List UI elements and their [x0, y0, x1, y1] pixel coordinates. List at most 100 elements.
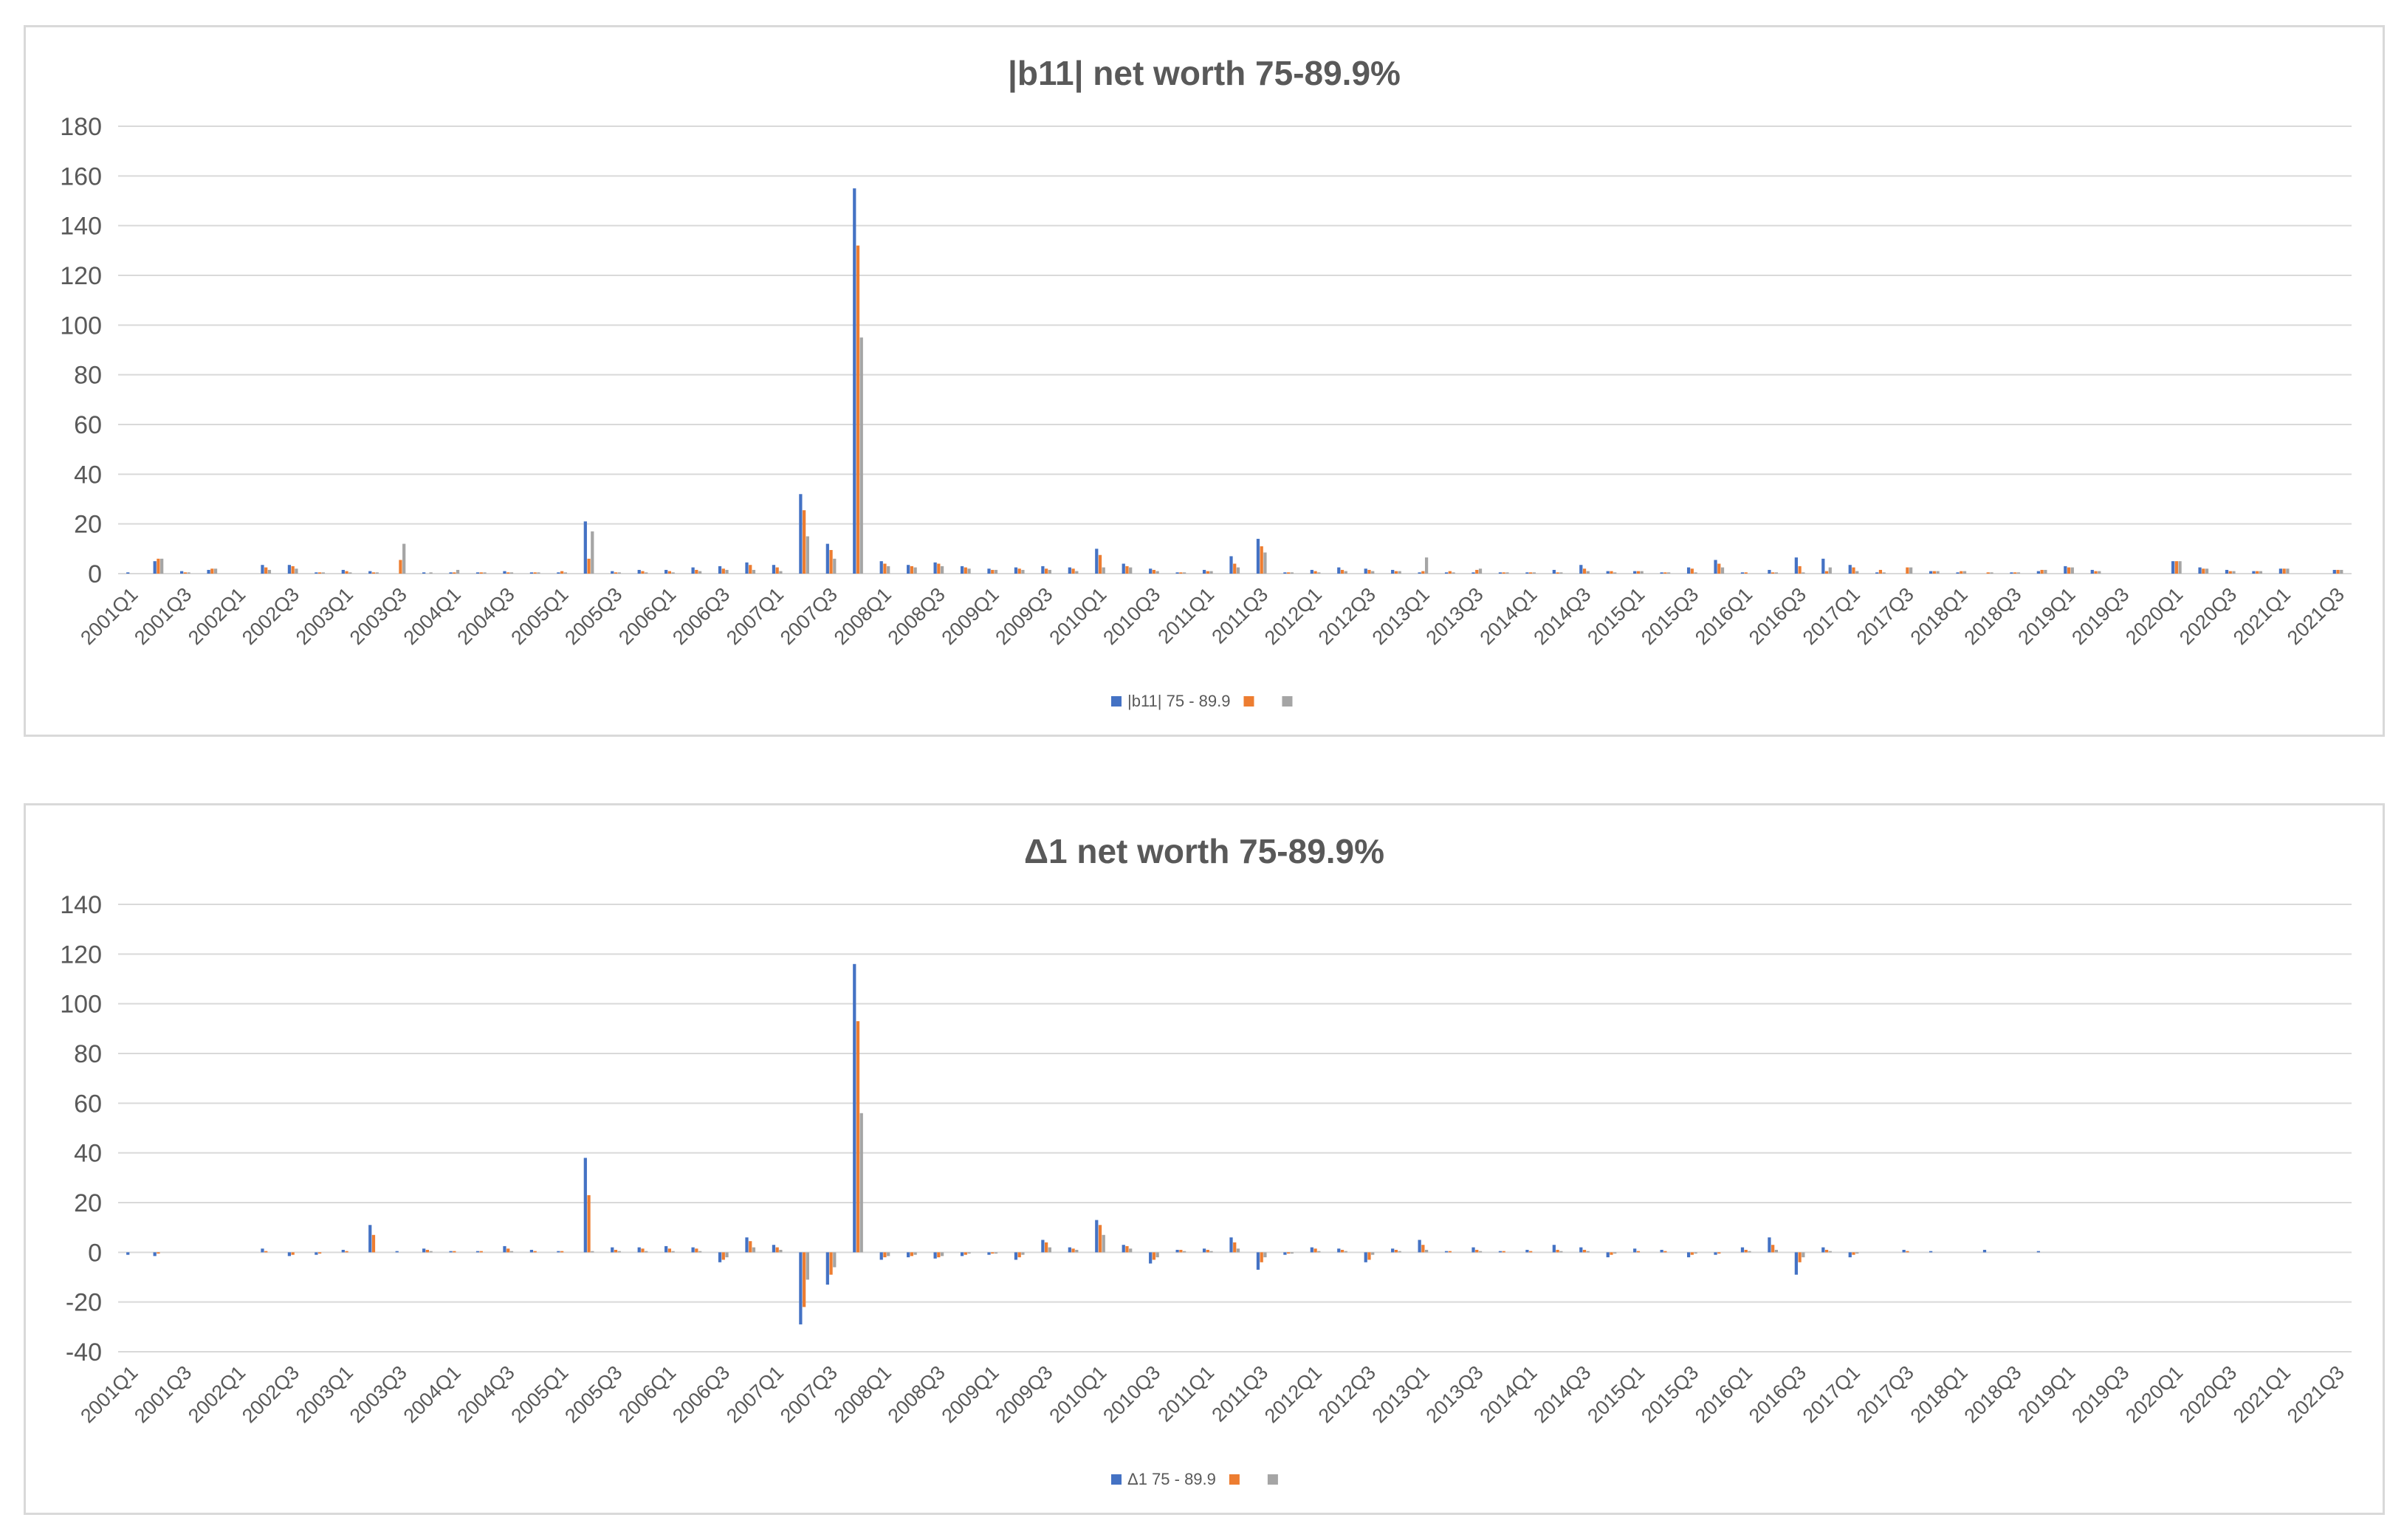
chart-b11-ytick-label: 40 — [74, 461, 102, 489]
chart-b11-bar-s2 — [829, 550, 833, 574]
chart-b11-bar-s2 — [775, 567, 779, 574]
chart-delta1-bar-s1 — [907, 1252, 910, 1258]
chart-b11-bar-s2 — [802, 510, 806, 574]
chart-delta1-bar-s3 — [725, 1252, 729, 1258]
chart-b11-bar-s2 — [1313, 571, 1317, 574]
chart-b11-bar-s3 — [1640, 571, 1644, 574]
chart-delta1-bar-s3 — [698, 1251, 702, 1253]
chart-b11-legend-swatch — [1111, 696, 1122, 707]
chart-delta1-xtick-label: 2012Q3 — [1314, 1361, 1380, 1427]
chart-delta1-bar-s2 — [1179, 1249, 1183, 1253]
chart-delta1-xtick-label: 2006Q1 — [614, 1361, 680, 1427]
chart-b11-bar-s3 — [402, 543, 406, 574]
chart-delta1-bar-s2 — [317, 1252, 322, 1254]
chart-b11-xtick-label: 2014Q3 — [1529, 583, 1595, 649]
chart-b11-bar-s2 — [157, 558, 160, 574]
chart-delta1-bar-s1 — [1041, 1240, 1045, 1253]
chart-b11-ytick-label: 180 — [60, 113, 102, 141]
chart-delta1-xtick-label: 2020Q3 — [2175, 1361, 2241, 1427]
chart-b11-xtick-label: 2001Q3 — [130, 583, 196, 649]
chart-delta1-bar-s1 — [422, 1248, 426, 1253]
chart-delta1-bar-s3 — [967, 1252, 971, 1254]
chart-delta1-bar-s1 — [1149, 1252, 1153, 1264]
chart-b11-bar-s1 — [1095, 549, 1099, 574]
chart-delta1-ytick-label: 20 — [74, 1189, 102, 1217]
chart-delta1-bar-s2 — [1421, 1245, 1425, 1253]
chart-delta1-bar-s3 — [1155, 1252, 1159, 1258]
chart-delta1-bar-s2 — [1663, 1251, 1667, 1253]
chart-b11-ytick-label: 80 — [74, 362, 102, 390]
chart-delta1-ytick-label: -40 — [66, 1338, 102, 1367]
chart-b11-bar-s3 — [913, 567, 917, 574]
chart-b11-bar-s3 — [1828, 567, 1832, 574]
chart-b11-bar-s2 — [2094, 571, 2098, 574]
chart-delta1-title: Δ1 net worth 75-89.9% — [1024, 832, 1384, 870]
chart-delta1-xtick-label: 2004Q1 — [399, 1361, 465, 1427]
chart-b11-bar-s3 — [1182, 572, 1186, 574]
chart-b11-bar-s2 — [1771, 572, 1775, 574]
chart-delta1-bar-s3 — [1075, 1249, 1079, 1253]
chart-b11-xtick-label: 2015Q3 — [1637, 583, 1703, 649]
chart-delta1-xtick-label: 2019Q1 — [2013, 1361, 2079, 1427]
chart-delta1-bar-s2 — [1071, 1248, 1075, 1253]
chart-delta1-bar-s1 — [287, 1252, 292, 1257]
chart-b11-bar-s3 — [563, 572, 567, 574]
chart-b11-bar-s1 — [1391, 569, 1395, 574]
chart-delta1-bar-s3 — [1371, 1252, 1375, 1255]
chart-b11-bar-s2 — [1852, 567, 1855, 574]
chart-delta1-xtick-label: 2021Q1 — [2229, 1361, 2295, 1427]
chart-delta1-xtick-label: 2018Q1 — [1906, 1361, 1972, 1427]
chart-b11-bar-s1 — [637, 569, 641, 574]
chart-delta1-bar-s3 — [1102, 1234, 1105, 1253]
chart-delta1-xtick-label: 2015Q1 — [1583, 1361, 1649, 1427]
chart-b11-bar-s1 — [1202, 569, 1206, 574]
chart-delta1-bar-s2 — [345, 1251, 348, 1253]
chart-delta1-bar-s1 — [718, 1252, 722, 1262]
chart-b11-bar-s3 — [698, 571, 702, 574]
chart-delta1-bar-s1 — [1821, 1247, 1825, 1253]
chart-delta1-bar-s1 — [1283, 1252, 1287, 1255]
chart-b11-ytick-label: 20 — [74, 511, 102, 539]
chart-delta1-bar-s3 — [1559, 1251, 1563, 1253]
chart-delta1-bar-s3 — [1021, 1252, 1025, 1255]
chart-delta1-xtick-label: 2007Q1 — [722, 1361, 788, 1427]
chart-delta1-bar-s3 — [1855, 1252, 1859, 1254]
chart-b11-bar-s3 — [2340, 569, 2343, 574]
chart-b11-bar-s3 — [1613, 572, 1617, 574]
chart-b11-xtick-label: 2011Q3 — [1207, 583, 1272, 648]
chart-b11-xtick-label: 2002Q1 — [184, 583, 250, 649]
chart-b11-bar-s3 — [591, 531, 594, 574]
chart-b11-bar-s3 — [1882, 572, 1886, 574]
chart-b11-bar-s3 — [1774, 572, 1779, 574]
chart-b11-xtick-label: 2012Q1 — [1260, 583, 1326, 649]
chart-b11-bar-s2 — [1071, 568, 1075, 574]
chart-b11-bar-s3 — [1478, 568, 1483, 574]
chart-delta1-ytick-label: 140 — [60, 891, 102, 919]
chart-delta1-ytick-label: 80 — [74, 1040, 102, 1068]
chart-b11-bar-s2 — [453, 572, 456, 574]
chart-delta1-bar-s2 — [1502, 1251, 1505, 1253]
chart-delta1-xtick-label: 2021Q3 — [2283, 1361, 2349, 1427]
chart-b11-xtick-label: 2016Q3 — [1745, 583, 1810, 649]
chart-b11-bar-s1 — [449, 572, 453, 574]
chart-delta1-bar-s3 — [671, 1251, 675, 1253]
chart-b11-xtick-label: 2008Q1 — [830, 583, 896, 649]
chart-delta1-bar-s2 — [291, 1252, 295, 1255]
chart-b11-bar-s2 — [1045, 568, 1048, 574]
chart-delta1-bar-s2 — [1045, 1242, 1048, 1253]
chart-b11-bar-s2 — [533, 572, 537, 574]
chart-b11-bar-s2 — [1125, 566, 1129, 574]
chart-b11-bar-s1 — [933, 562, 937, 574]
chart-b11-bar-s2 — [1798, 566, 1802, 574]
chart-b11-bar-s1 — [987, 568, 991, 574]
chart-b11-bar-s1 — [315, 572, 318, 574]
chart-delta1-bar-s2 — [1233, 1242, 1237, 1253]
chart-b11-bar-s2 — [2174, 561, 2178, 574]
chart-delta1-xtick-label: 2020Q1 — [2121, 1361, 2187, 1427]
chart-b11-ytick-label: 120 — [60, 262, 102, 290]
chart-b11-bar-s1 — [2036, 571, 2041, 574]
chart-delta1-bar-s3 — [1613, 1252, 1617, 1254]
chart-delta1-bar-s3 — [617, 1251, 621, 1253]
chart-b11-bar-s2 — [587, 558, 591, 574]
chart-delta1-bar-s1 — [691, 1247, 695, 1253]
